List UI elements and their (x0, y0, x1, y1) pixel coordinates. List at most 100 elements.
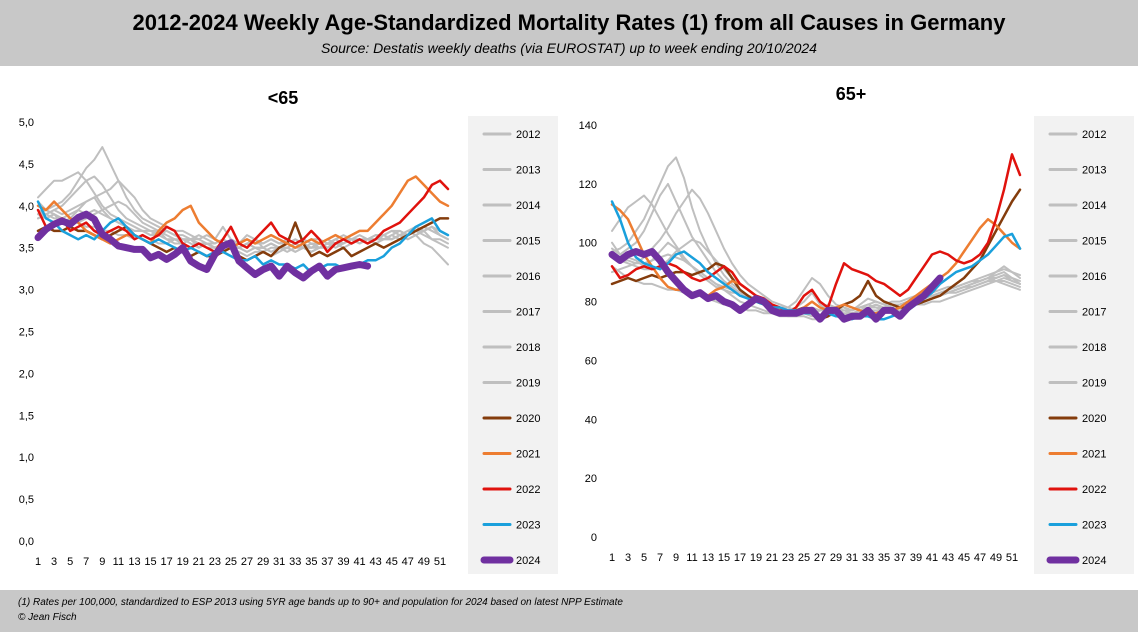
x-tick-label-ge65: 27 (814, 552, 826, 564)
series-line-2019-ge65 (611, 253, 1021, 315)
legend-label-2014-lt65: 2014 (516, 200, 540, 212)
x-tick-label-lt65: 27 (241, 556, 253, 568)
x-tick-label-ge65: 41 (926, 552, 938, 564)
x-tick-label-ge65: 23 (782, 552, 794, 564)
y-tick-label-ge65: 100 (579, 238, 597, 250)
credit: © Jean Fisch (18, 612, 77, 623)
x-tick-label-lt65: 47 (402, 556, 414, 568)
series-line-2024-lt65 (34, 210, 372, 282)
legend-label-2013-ge65: 2013 (1082, 165, 1106, 177)
y-tick-label-lt65: 3,5 (19, 243, 34, 255)
x-tick-label-ge65: 35 (878, 552, 890, 564)
y-tick-label-ge65: 20 (585, 473, 597, 485)
page-subtitle: Source: Destatis weekly deaths (via EURO… (321, 40, 817, 56)
legend-label-2016-ge65: 2016 (1082, 271, 1106, 283)
y-tick-label-lt65: 1,5 (19, 410, 34, 422)
legend-label-2021-lt65: 2021 (516, 449, 540, 461)
legend-label-2020-lt65: 2020 (516, 413, 540, 425)
series-line-2016-ge65 (611, 238, 1021, 312)
legend-label-2018-ge65: 2018 (1082, 342, 1106, 354)
x-tick-label-ge65: 33 (862, 552, 874, 564)
x-tick-label-lt65: 5 (67, 556, 73, 568)
y-tick-label-lt65: 0,0 (19, 536, 34, 548)
y-tick-label-lt65: 3,0 (19, 285, 34, 297)
chart-title-lt65: <65 (268, 88, 299, 108)
y-tick-label-ge65: 80 (585, 297, 597, 309)
series-line-2022-ge65 (610, 153, 1022, 315)
x-tick-label-lt65: 39 (337, 556, 349, 568)
x-tick-label-lt65: 23 (209, 556, 221, 568)
mortality-charts: <650,00,51,01,52,02,53,03,54,04,55,01 3 5 7… (19, 84, 1134, 574)
y-tick-label-lt65: 2,0 (19, 368, 34, 380)
legend-label-2020-ge65: 2020 (1082, 413, 1106, 425)
x-tick-label-ge65: 15 (718, 552, 730, 564)
legend-label-2017-ge65: 2017 (1082, 307, 1106, 319)
legend-label-2015-lt65: 2015 (516, 236, 540, 248)
x-tick-label-ge65: 11 (686, 552, 697, 564)
x-tick-label-ge65: 47 (974, 552, 986, 564)
y-tick-label-lt65: 2,5 (19, 327, 34, 339)
legend-label-2016-lt65: 2016 (516, 271, 540, 283)
chart-title-ge65: 65+ (836, 84, 867, 104)
y-tick-label-lt65: 5,0 (19, 117, 34, 129)
legend-label-2024-lt65: 2024 (516, 555, 540, 567)
x-tick-label-ge65: 3 (625, 552, 631, 564)
x-tick-label-lt65: 19 (177, 556, 189, 568)
x-tick-label-lt65: 7 (83, 556, 89, 568)
x-tick-label-ge65: 37 (894, 552, 906, 564)
footnote: (1) Rates per 100,000, standardized to E… (18, 597, 623, 608)
x-tick-label-lt65: 21 (193, 556, 205, 568)
x-tick-label-lt65: 3 (51, 556, 57, 568)
legend-label-2022-lt65: 2022 (516, 484, 540, 496)
x-tick-label-ge65: 7 (657, 552, 663, 564)
x-tick-label-lt65: 9 (99, 556, 105, 568)
x-tick-label-lt65: 25 (225, 556, 237, 568)
series-line-2021-lt65 (36, 175, 450, 249)
legend-label-2012-ge65: 2012 (1082, 129, 1106, 141)
legend-label-2015-ge65: 2015 (1082, 236, 1106, 248)
legend-label-2019-ge65: 2019 (1082, 378, 1106, 390)
x-tick-label-ge65: 39 (910, 552, 922, 564)
x-tick-label-ge65: 17 (734, 552, 746, 564)
x-tick-label-lt65: 15 (144, 556, 156, 568)
x-tick-label-ge65: 43 (942, 552, 954, 564)
x-tick-label-lt65: 37 (321, 556, 333, 568)
y-tick-label-ge65: 40 (585, 414, 597, 426)
y-tick-label-lt65: 1,0 (19, 452, 34, 464)
x-tick-label-lt65: 49 (418, 556, 430, 568)
legend-box-lt65 (468, 116, 558, 574)
y-tick-label-ge65: 60 (585, 355, 597, 367)
legend-label-2024-ge65: 2024 (1082, 555, 1106, 567)
x-tick-label-ge65: 1 (609, 552, 615, 564)
legend-label-2012-lt65: 2012 (516, 129, 540, 141)
x-tick-label-lt65: 33 (289, 556, 301, 568)
x-tick-label-lt65: 29 (257, 556, 269, 568)
x-tick-label-lt65: 1 (35, 556, 41, 568)
series-line-2024-ge65 (608, 248, 944, 323)
x-tick-label-ge65: 25 (798, 552, 810, 564)
legend-label-2018-lt65: 2018 (516, 342, 540, 354)
x-tick-label-ge65: 9 (673, 552, 679, 564)
x-tick-label-ge65: 31 (846, 552, 858, 564)
legend-label-2017-lt65: 2017 (516, 307, 540, 319)
page-title: 2012-2024 Weekly Age-Standardized Mortal… (132, 10, 1006, 35)
legend-label-2023-ge65: 2023 (1082, 520, 1106, 532)
x-tick-label-lt65: 51 (434, 556, 446, 568)
legend-label-2013-lt65: 2013 (516, 165, 540, 177)
header-banner: 2012-2024 Weekly Age-Standardized Mortal… (0, 0, 1138, 66)
x-tick-label-ge65: 21 (766, 552, 778, 564)
x-tick-label-lt65: 11 (113, 556, 124, 568)
footer-banner: (1) Rates per 100,000, standardized to E… (0, 590, 1138, 632)
legend-box-ge65 (1034, 116, 1134, 574)
x-tick-label-ge65: 49 (990, 552, 1002, 564)
x-tick-label-ge65: 29 (830, 552, 842, 564)
x-tick-label-lt65: 41 (353, 556, 365, 568)
legend-label-2019-lt65: 2019 (516, 378, 540, 390)
x-tick-label-ge65: 5 (641, 552, 647, 564)
x-tick-label-ge65: 45 (958, 552, 970, 564)
x-tick-label-ge65: 19 (750, 552, 762, 564)
x-tick-label-lt65: 45 (386, 556, 398, 568)
y-tick-label-ge65: 140 (579, 120, 597, 132)
y-tick-label-ge65: 0 (591, 532, 597, 544)
x-tick-label-lt65: 31 (273, 556, 285, 568)
